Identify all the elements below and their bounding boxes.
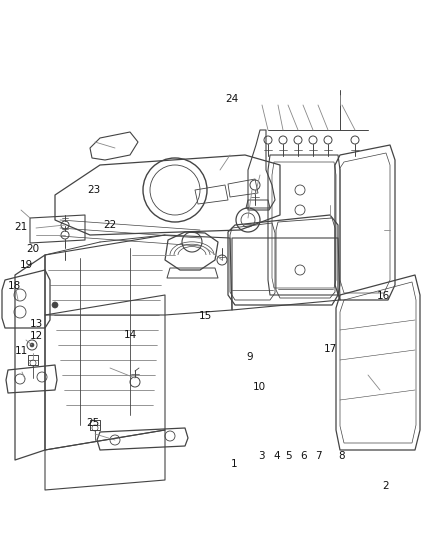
Text: 8: 8 bbox=[338, 451, 345, 461]
Text: 22: 22 bbox=[103, 220, 116, 230]
Circle shape bbox=[30, 343, 34, 347]
Text: 4: 4 bbox=[273, 451, 280, 461]
Text: 17: 17 bbox=[324, 344, 337, 354]
Text: 6: 6 bbox=[300, 451, 307, 461]
Text: 15: 15 bbox=[198, 311, 212, 321]
Text: 25: 25 bbox=[87, 418, 100, 427]
Text: 24: 24 bbox=[226, 94, 239, 103]
Text: 1: 1 bbox=[231, 459, 238, 469]
Text: 5: 5 bbox=[285, 451, 292, 461]
Text: 7: 7 bbox=[315, 451, 322, 461]
Text: 16: 16 bbox=[377, 292, 390, 301]
Text: 13: 13 bbox=[30, 319, 43, 328]
Text: 14: 14 bbox=[124, 330, 137, 340]
Circle shape bbox=[52, 302, 58, 308]
Text: 2: 2 bbox=[382, 481, 389, 491]
Text: 18: 18 bbox=[8, 281, 21, 290]
Text: 12: 12 bbox=[30, 331, 43, 341]
Text: 11: 11 bbox=[14, 346, 28, 356]
Text: 3: 3 bbox=[258, 451, 265, 461]
Text: 19: 19 bbox=[20, 261, 33, 270]
Text: 21: 21 bbox=[14, 222, 28, 231]
Text: 23: 23 bbox=[88, 185, 101, 195]
Text: 9: 9 bbox=[246, 352, 253, 362]
Text: 10: 10 bbox=[253, 382, 266, 392]
Text: 20: 20 bbox=[26, 245, 39, 254]
